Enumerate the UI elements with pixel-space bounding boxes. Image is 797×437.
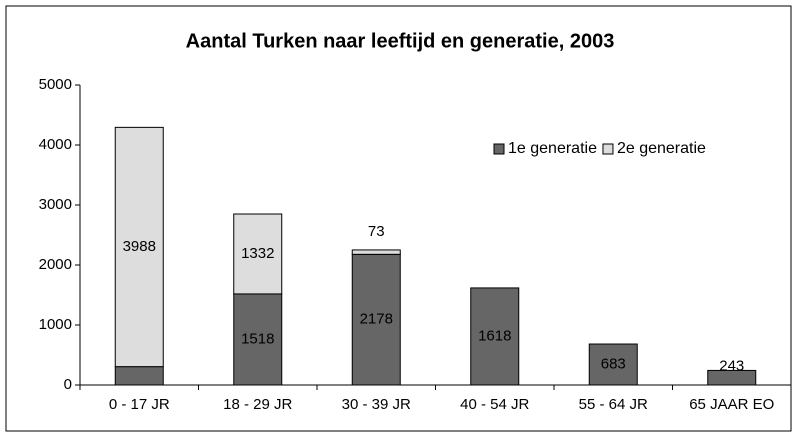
legend-swatch <box>602 143 614 155</box>
data-label: 683 <box>601 355 626 372</box>
x-tick-label: 55 - 64 JR <box>579 396 648 413</box>
data-label: 2178 <box>360 311 393 328</box>
data-label: 73 <box>368 223 385 240</box>
x-tick-label: 30 - 39 JR <box>342 396 411 413</box>
data-label: 3988 <box>123 238 156 255</box>
y-tick-label: 0 <box>64 376 72 393</box>
bar-segment <box>470 287 520 386</box>
data-label: 1618 <box>478 327 511 344</box>
bar-segment <box>233 293 283 386</box>
data-label: 243 <box>719 357 744 374</box>
bar-segment <box>707 369 757 386</box>
legend-label: 1e generatie <box>508 140 597 157</box>
y-tick-label: 2000 <box>39 256 72 273</box>
data-label: 1518 <box>241 330 274 347</box>
bar-segment <box>114 126 164 368</box>
data-label: 1332 <box>241 245 274 262</box>
chart-title: Aantal Turken naar leeftijd en generatie… <box>186 30 615 52</box>
bar-segment <box>588 343 638 386</box>
x-tick-label: 0 - 17 JR <box>109 396 170 413</box>
x-tick-label: 65 JAAR EO <box>689 396 774 413</box>
x-tick-label: 18 - 29 JR <box>223 396 292 413</box>
legend-label: 2e generatie <box>617 140 706 157</box>
y-tick-label: 3000 <box>39 196 72 213</box>
legend-swatch <box>493 143 505 155</box>
bar-segment <box>351 249 401 255</box>
bar-segment <box>233 213 283 295</box>
y-tick-label: 4000 <box>39 136 72 153</box>
x-tick-label: 40 - 54 JR <box>460 396 529 413</box>
y-tick-label: 1000 <box>39 316 72 333</box>
y-tick-label: 5000 <box>39 76 72 93</box>
